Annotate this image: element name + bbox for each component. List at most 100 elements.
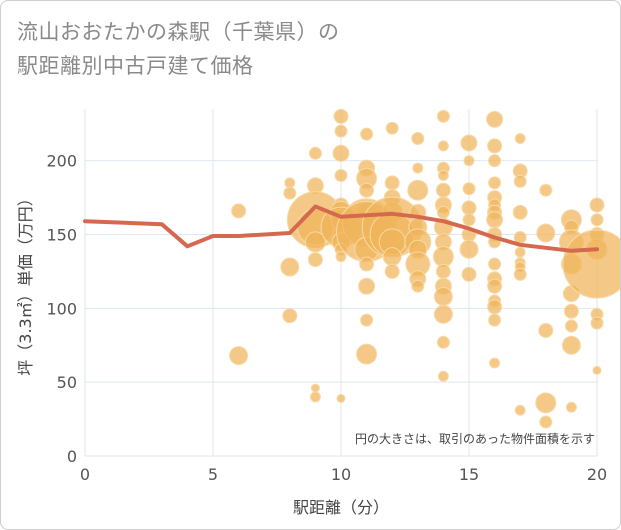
chart-title-line1: 流山おおたかの森駅（千葉県）の [17, 20, 340, 44]
bubble-point [336, 393, 346, 403]
y-tick-label: 50 [57, 373, 77, 392]
bubble-layer [229, 108, 620, 429]
bubble-point [512, 204, 528, 220]
bubble-point [229, 346, 249, 366]
bubble-point [335, 251, 347, 263]
bubble-point [334, 124, 348, 138]
bubble-point [436, 205, 450, 219]
bubble-point [283, 186, 297, 200]
bubble-point [407, 179, 429, 201]
y-tick-label: 200 [46, 152, 77, 171]
bubble-point [514, 246, 526, 258]
bubble-point [384, 175, 400, 191]
bubble-point [385, 121, 399, 135]
chart-title-line2: 駅距離別中古戸建て価格 [17, 54, 254, 78]
bubble-point [536, 223, 556, 243]
bubble-point [487, 299, 503, 315]
y-tick-label: 150 [46, 226, 77, 245]
bubble-point [592, 365, 602, 375]
bubble-point [562, 229, 620, 299]
bubble-point [411, 132, 425, 146]
x-tick-label: 10 [331, 465, 351, 484]
bubble-point [307, 252, 323, 268]
bubble-point [488, 257, 502, 271]
bubble-point [538, 322, 554, 338]
bubble-point [459, 239, 479, 259]
bubble-point [539, 183, 553, 197]
bubble-point [384, 263, 400, 279]
bubble-point [358, 277, 376, 295]
bubble-point [435, 263, 451, 279]
bubble-point [359, 182, 375, 198]
average-price-line [83, 204, 599, 253]
bubble-point [488, 154, 502, 168]
bubble-point [539, 415, 553, 429]
bubble-point [433, 287, 453, 307]
bubble-point [308, 146, 322, 160]
bubble-point [334, 168, 348, 182]
chart-title: 流山おおたかの森駅（千葉県）の 駅距離別中古戸建て価格 [17, 15, 340, 83]
bubble-point [436, 109, 450, 123]
bubble-point [563, 303, 579, 319]
bubble-point [564, 319, 578, 333]
bubble-point [332, 144, 350, 162]
bubble-point [514, 133, 526, 145]
bubble-point [561, 335, 581, 355]
bubble-point [437, 370, 449, 382]
bubble-point [462, 182, 476, 196]
x-tick-label: 5 [208, 465, 218, 484]
bubble-point [488, 176, 502, 190]
bubble-point [436, 335, 450, 349]
bubble-point [437, 169, 449, 181]
bubble-point [461, 266, 477, 282]
bubble-point [356, 343, 378, 365]
y-axis-label: 坪（3.3㎡）単価（万円） [16, 190, 35, 375]
bubble-point [360, 313, 374, 327]
bubble-point [489, 357, 501, 369]
bubble-point [411, 279, 425, 293]
bubble-point [304, 231, 326, 253]
bubble-point [590, 213, 604, 227]
bubble-point [590, 316, 604, 330]
bubble-point [282, 308, 298, 324]
line-layer [83, 204, 599, 253]
x-tick-label: 0 [80, 465, 90, 484]
bubble-point [382, 247, 402, 267]
bubble-point [310, 383, 320, 393]
y-tick-label: 100 [46, 299, 77, 318]
bubble-point [513, 267, 527, 281]
bubble-point [589, 197, 605, 213]
bubble-point [437, 140, 449, 152]
bubble-point [488, 313, 502, 327]
bubble-point [231, 203, 247, 219]
bubble-point [284, 177, 296, 189]
x-tick-label: 20 [587, 465, 607, 484]
bubble-point [309, 391, 321, 403]
bubble-point [435, 182, 451, 198]
bubble-point [461, 200, 477, 216]
bubble-point [359, 256, 375, 272]
bubble-point [460, 134, 478, 152]
bubble-point [333, 108, 349, 124]
bubble-point [360, 127, 374, 141]
bubble-point [513, 174, 527, 188]
bubble-point [280, 257, 300, 277]
y-tick-label: 0 [67, 447, 77, 466]
bubble-point [487, 278, 503, 294]
bubble-point [514, 404, 526, 416]
bubble-point [487, 138, 503, 154]
bubble-point [433, 304, 453, 324]
bubble-point [535, 392, 557, 414]
bubble-point [486, 110, 504, 128]
bubble-point [486, 211, 504, 229]
bubble-point [412, 162, 424, 174]
x-tick-label: 15 [459, 465, 479, 484]
bubble-point [463, 155, 475, 167]
bubble-point [432, 246, 454, 268]
bubble-point [565, 401, 577, 413]
bubble-size-note: 円の大きさは、取引のあった物件面積を示す [355, 431, 595, 446]
x-axis-label: 駅距離（分） [293, 498, 389, 517]
